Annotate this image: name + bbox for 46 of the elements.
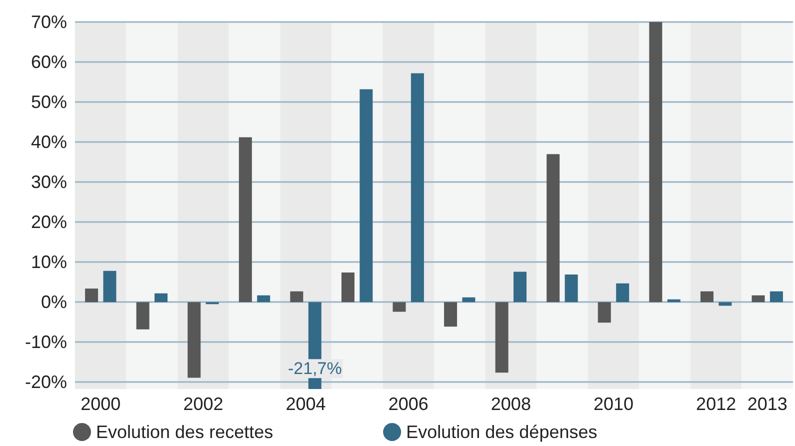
bar [752,295,765,302]
bar [103,270,116,302]
bar [290,291,304,302]
bar [598,302,611,323]
bar [718,302,732,306]
bar [85,288,98,302]
y-tick-label: 50% [30,92,67,112]
bar [564,274,578,302]
x-tick-label: 2012 [696,394,736,414]
x-tick-label: 2008 [490,394,531,414]
bar [392,302,406,312]
bar [546,154,560,302]
legend-label: Evolution des recettes [96,422,274,442]
bar [616,283,630,302]
x-tick-label: 2010 [593,394,634,414]
data-label: -21,7% [288,359,342,378]
bar [341,272,354,302]
y-tick-label: 60% [30,52,67,72]
y-tick-label: 40% [30,132,67,152]
y-tick-label: 10% [30,252,67,272]
bar [188,302,201,378]
y-tick-label: -20% [24,372,67,392]
x-tick-label: 2006 [388,394,428,414]
x-tick-label: 2013 [747,394,788,414]
y-tick-label: 20% [30,212,67,232]
bar [462,297,476,302]
bar [410,73,424,302]
bar [495,302,508,373]
bar [136,302,150,330]
bar [649,22,662,302]
bar [770,291,783,302]
bar [154,293,168,302]
y-tick-label: -10% [24,332,67,352]
legend-label: Evolution des dépenses [406,422,598,442]
bar [360,89,373,302]
bar [444,302,458,327]
y-tick-label: 0% [40,292,67,312]
bar [514,272,527,302]
y-tick-label: 70% [30,12,67,32]
x-tick-label: 2002 [183,394,224,414]
x-tick-label: 2004 [286,394,326,414]
bar [700,291,714,302]
bar [257,295,270,302]
x-tick-label: 2000 [80,394,121,414]
y-tick-label: 30% [30,172,67,192]
bar [238,137,252,302]
